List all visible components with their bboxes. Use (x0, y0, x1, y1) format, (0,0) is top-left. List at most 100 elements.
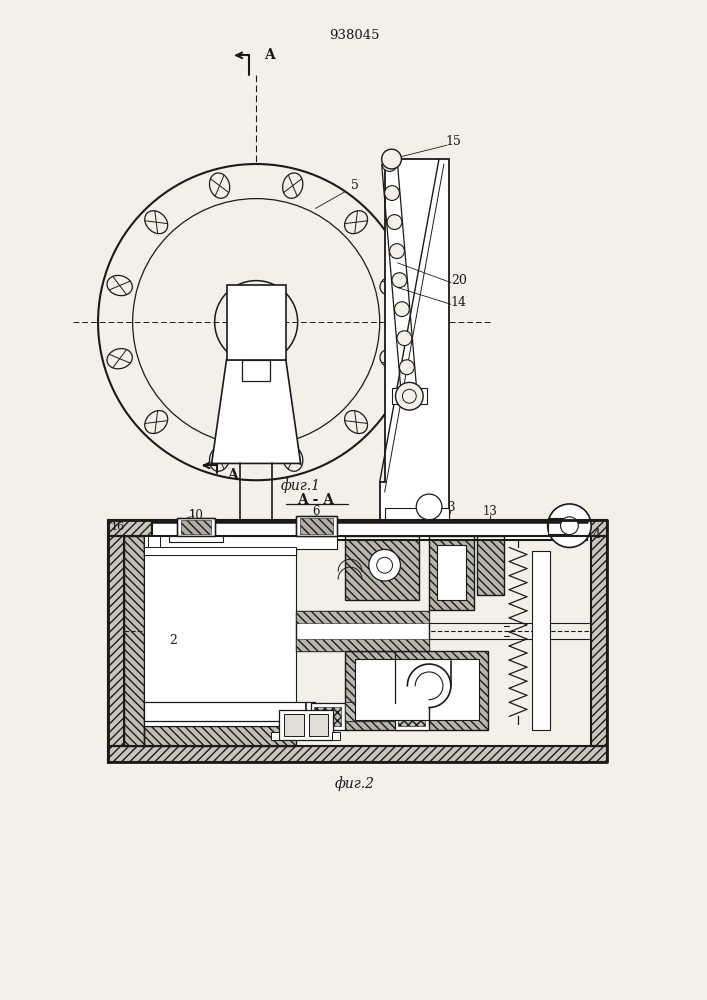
Text: 3: 3 (447, 501, 455, 514)
Circle shape (385, 186, 399, 200)
Text: 10: 10 (189, 509, 204, 522)
Ellipse shape (344, 211, 368, 234)
Bar (124, 536, 144, 746)
Bar (310, 703, 345, 730)
Text: 15: 15 (446, 135, 462, 148)
Bar (296, 611, 429, 623)
Bar (548, 518, 569, 534)
Bar (144, 536, 296, 555)
Bar (399, 707, 425, 726)
Bar (300, 518, 333, 534)
Ellipse shape (344, 411, 368, 434)
Bar (169, 536, 223, 542)
Text: 16: 16 (111, 522, 125, 532)
Text: 14: 14 (451, 296, 467, 309)
Circle shape (397, 331, 411, 346)
Circle shape (402, 389, 416, 403)
Bar (271, 732, 279, 740)
Ellipse shape (380, 275, 405, 296)
Ellipse shape (107, 349, 132, 369)
Bar (153, 522, 588, 540)
Ellipse shape (209, 173, 230, 198)
Bar (108, 536, 124, 746)
Bar (108, 536, 124, 746)
Bar (532, 551, 549, 730)
Bar (284, 714, 303, 736)
Bar (477, 536, 504, 595)
Bar (144, 536, 296, 555)
Text: A: A (264, 48, 274, 62)
Bar (429, 536, 474, 610)
Text: A - A: A - A (297, 493, 334, 507)
Bar (395, 703, 429, 730)
Bar (308, 714, 328, 736)
Bar (148, 536, 160, 555)
Text: 5: 5 (351, 179, 359, 192)
Text: 1: 1 (188, 509, 196, 519)
Circle shape (395, 302, 409, 317)
Circle shape (548, 504, 591, 547)
Text: 4: 4 (593, 528, 601, 541)
Polygon shape (380, 159, 449, 522)
Circle shape (382, 149, 402, 169)
Bar (108, 746, 607, 762)
Text: фиг.1: фиг.1 (281, 478, 321, 493)
Polygon shape (226, 285, 286, 360)
Ellipse shape (145, 211, 168, 234)
Bar (144, 536, 337, 549)
Bar (345, 702, 395, 721)
Bar (279, 710, 333, 740)
Bar (108, 746, 607, 762)
Circle shape (215, 281, 298, 364)
Circle shape (240, 306, 272, 338)
Bar (296, 611, 429, 651)
Ellipse shape (283, 173, 303, 198)
Ellipse shape (283, 446, 303, 471)
Bar (591, 536, 607, 746)
Bar (296, 516, 337, 536)
Bar (144, 726, 296, 746)
Bar (345, 536, 419, 600)
Bar (108, 520, 607, 536)
Ellipse shape (145, 411, 168, 434)
Bar (243, 360, 270, 381)
Circle shape (395, 382, 423, 410)
Bar (181, 520, 211, 534)
Bar (345, 536, 419, 600)
Circle shape (133, 199, 380, 446)
Bar (385, 508, 449, 522)
Circle shape (377, 557, 392, 573)
Bar (108, 520, 607, 536)
Text: 13: 13 (483, 505, 498, 518)
Bar (296, 516, 337, 536)
Bar (392, 388, 427, 404)
Bar (296, 639, 429, 651)
Circle shape (416, 494, 442, 520)
Circle shape (392, 273, 407, 288)
Circle shape (98, 164, 414, 480)
Bar (429, 536, 474, 610)
Circle shape (387, 215, 402, 229)
Text: 6: 6 (312, 505, 320, 518)
Bar (144, 555, 296, 726)
Circle shape (561, 517, 578, 535)
Circle shape (382, 157, 397, 171)
Polygon shape (211, 360, 300, 463)
Bar (345, 702, 395, 721)
Bar (144, 702, 315, 721)
Bar (144, 726, 296, 746)
Bar (437, 545, 466, 600)
Bar (315, 707, 341, 726)
Bar (153, 522, 588, 540)
Bar (177, 518, 215, 536)
Text: 20: 20 (451, 274, 467, 287)
Bar (591, 536, 607, 746)
Text: фиг.2: фиг.2 (335, 776, 375, 791)
Bar (144, 547, 296, 555)
Text: 938045: 938045 (329, 29, 379, 42)
Bar (345, 651, 489, 730)
Bar (177, 518, 215, 536)
Circle shape (399, 360, 414, 375)
Text: 2: 2 (169, 634, 177, 647)
Ellipse shape (107, 275, 132, 296)
